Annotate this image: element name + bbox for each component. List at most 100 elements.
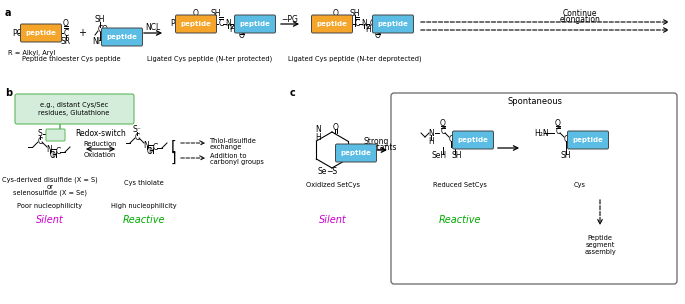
Text: peptide: peptide [181, 21, 212, 27]
Text: C: C [38, 136, 42, 146]
Text: NH₂: NH₂ [92, 37, 108, 47]
Text: H: H [365, 26, 371, 34]
Text: peptide: peptide [240, 21, 271, 27]
Text: S: S [38, 130, 42, 139]
Text: O: O [239, 32, 245, 40]
Text: Silent: Silent [319, 215, 347, 225]
FancyBboxPatch shape [373, 15, 414, 33]
Text: H: H [148, 147, 153, 156]
Text: O: O [193, 9, 199, 18]
Text: N: N [361, 19, 367, 29]
Text: Oxidation: Oxidation [84, 152, 116, 158]
Text: Reactive: Reactive [123, 215, 165, 225]
FancyBboxPatch shape [391, 93, 677, 284]
Text: Reduced SetCys: Reduced SetCys [433, 182, 487, 188]
Text: R = Alkyl, Aryl: R = Alkyl, Aryl [8, 50, 55, 56]
Text: C: C [375, 26, 381, 36]
Text: Ligated Cys peptide (N-ter deprotected): Ligated Cys peptide (N-ter deprotected) [288, 56, 422, 62]
Text: Strong: Strong [363, 136, 388, 146]
Text: O: O [333, 9, 339, 18]
Text: peptide: peptide [107, 34, 138, 40]
Text: N: N [428, 129, 434, 137]
Text: Reduction: Reduction [84, 141, 116, 147]
Text: C: C [556, 127, 560, 136]
Text: PG: PG [12, 29, 23, 37]
Text: O: O [333, 123, 339, 132]
Text: Peptide: Peptide [588, 235, 612, 241]
Text: PG: PG [170, 19, 181, 29]
Text: Reactive: Reactive [439, 215, 482, 225]
Text: a: a [5, 8, 12, 18]
Text: c: c [290, 88, 296, 98]
Text: elongation: elongation [560, 15, 601, 23]
Text: Se: Se [317, 168, 327, 177]
FancyBboxPatch shape [453, 131, 493, 149]
Text: +: + [78, 28, 86, 38]
Text: H: H [428, 136, 434, 146]
Text: C: C [440, 127, 446, 136]
Text: or: or [47, 184, 53, 190]
Text: Silent: Silent [36, 215, 64, 225]
FancyBboxPatch shape [21, 24, 62, 42]
Text: peptide: peptide [573, 137, 603, 143]
Text: Redox-switch: Redox-switch [75, 129, 126, 137]
Text: peptide: peptide [316, 21, 347, 27]
Text: ]: ] [171, 151, 176, 165]
Text: Cys: Cys [21, 29, 35, 37]
Text: Poor nucleophilicity: Poor nucleophilicity [17, 203, 83, 209]
Text: C: C [234, 19, 238, 29]
Text: e.g., distant Cys/Sec: e.g., distant Cys/Sec [40, 102, 108, 108]
Text: Cys: Cys [574, 182, 586, 188]
Text: C: C [219, 19, 223, 29]
Text: [: [ [171, 140, 176, 154]
Text: Peptide thioester: Peptide thioester [22, 56, 79, 62]
FancyBboxPatch shape [567, 131, 608, 149]
Text: Addition to: Addition to [210, 153, 247, 159]
FancyBboxPatch shape [175, 15, 216, 33]
Text: −PG: −PG [282, 15, 299, 23]
Text: SH: SH [95, 16, 105, 25]
Text: Cys thiolate: Cys thiolate [124, 180, 164, 186]
Text: Cys peptide: Cys peptide [82, 56, 121, 62]
Text: Cys-derived disulfide (X = S): Cys-derived disulfide (X = S) [2, 177, 98, 183]
Text: Ligated Cys peptide (N-ter protected): Ligated Cys peptide (N-ter protected) [147, 56, 273, 62]
Text: C: C [102, 33, 108, 42]
Text: SH: SH [211, 9, 221, 18]
FancyBboxPatch shape [312, 15, 353, 33]
Text: H: H [229, 26, 235, 34]
Text: N: N [143, 140, 149, 150]
Text: N: N [46, 144, 52, 154]
Text: Oxidized SetCys: Oxidized SetCys [306, 182, 360, 188]
Text: SH: SH [350, 9, 360, 18]
Text: Spontaneous: Spontaneous [508, 98, 562, 106]
Text: C: C [97, 26, 103, 34]
Text: S⁻: S⁻ [133, 126, 141, 134]
Text: O: O [440, 119, 446, 129]
Text: High nucleophilicity: High nucleophilicity [111, 203, 177, 209]
FancyBboxPatch shape [15, 94, 134, 124]
Text: N: N [315, 126, 321, 134]
Text: reductants: reductants [356, 143, 397, 151]
Text: C: C [369, 19, 375, 29]
Text: SR: SR [61, 37, 71, 47]
Text: C: C [64, 29, 68, 37]
Text: peptide: peptide [377, 21, 408, 27]
Text: C: C [152, 143, 158, 153]
Text: C: C [55, 147, 61, 157]
Text: SeH: SeH [432, 151, 447, 161]
Text: SH: SH [451, 151, 462, 161]
Text: assembly: assembly [584, 249, 616, 255]
FancyBboxPatch shape [234, 15, 275, 33]
Text: O: O [102, 25, 108, 33]
Text: peptide: peptide [25, 30, 56, 36]
Text: C: C [563, 134, 569, 143]
Text: O: O [375, 32, 381, 40]
Text: Thiol-disulfide: Thiol-disulfide [210, 138, 257, 144]
Text: H₂N: H₂N [535, 129, 549, 137]
Text: Cys: Cys [311, 19, 325, 29]
FancyBboxPatch shape [46, 129, 65, 141]
Text: b: b [5, 88, 12, 98]
Text: H: H [51, 150, 57, 160]
Text: H: H [315, 133, 321, 141]
FancyBboxPatch shape [336, 144, 377, 162]
